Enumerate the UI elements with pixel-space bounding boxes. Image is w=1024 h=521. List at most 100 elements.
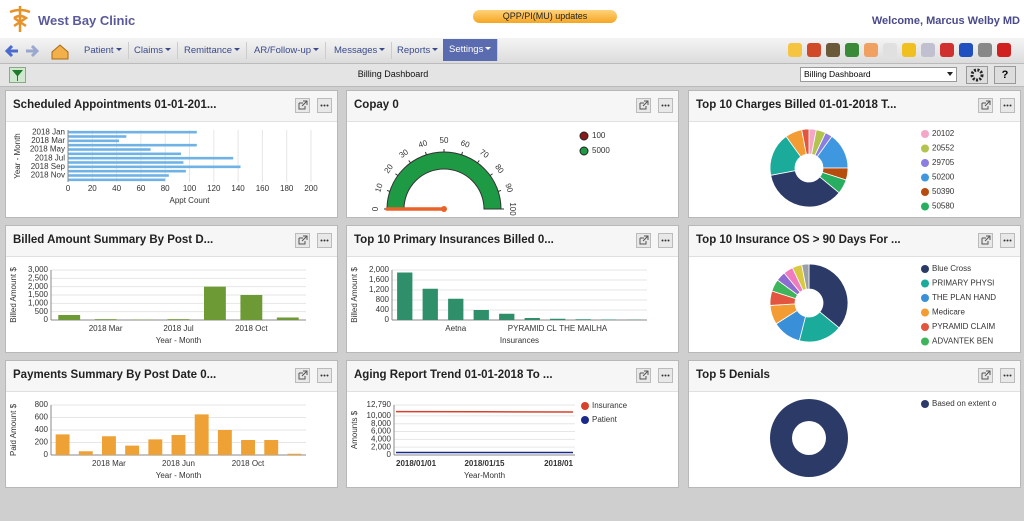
chart: Based on extent o [770,398,997,478]
bar [68,152,181,156]
dot [667,104,670,107]
menu-item[interactable]: Reports [391,42,446,59]
tool-icon[interactable] [978,43,992,57]
panel: Top 10 Charges Billed 01-01-2018 T... 201… [688,90,1021,218]
panel-title: Top 10 Insurance OS > 90 Days For ... [696,234,901,246]
tool-icon[interactable] [826,43,840,57]
y-tick-label: 2018 Sep [31,162,66,171]
menu-button[interactable] [317,233,332,248]
tool-icon[interactable] [883,43,897,57]
panel: Copay 0 0 10 20 30 40 50 60 70 80 90 100 100 5000 [346,90,679,218]
panel: Payments Summary By Post Date 0... 0 200 40… [5,360,338,488]
chart: 20102 20552 29705 50200 50390 50580 [769,128,955,211]
y-tick-label: 800 [376,295,390,304]
expand-button[interactable] [978,368,993,383]
menu-item[interactable]: Remittance [178,42,248,59]
legend-label: 5000 [592,146,610,155]
menu-button[interactable] [317,98,332,113]
menu-button[interactable] [658,98,673,113]
x-tick-label: 160 [256,184,270,193]
tool-icon[interactable] [921,43,935,57]
y-tick-label: 2018 Jan [32,127,65,136]
expand-button[interactable] [295,233,310,248]
tick-mark [489,173,493,176]
filter[interactable] [9,67,26,83]
bar [102,436,116,455]
x-tick-label: 2018/01/01 [396,459,437,468]
menu-button[interactable] [658,368,673,383]
expand-icon [981,235,991,245]
expand-icon [981,370,991,380]
gauge-label: 40 [417,138,429,149]
bar [167,319,190,320]
legend-label: 20102 [932,129,955,138]
expand-button[interactable] [636,368,651,383]
expand-button[interactable] [978,233,993,248]
menu-button[interactable] [1000,98,1015,113]
menu-item[interactable]: Claims [128,42,179,59]
legend-label: Blue Cross [932,264,971,273]
expand-shape [298,370,308,380]
expand-button[interactable] [295,368,310,383]
menu-item[interactable]: AR/Follow-up [248,42,327,59]
y-tick-label: 400 [35,425,49,434]
dot [1003,239,1006,242]
menu-button[interactable] [658,233,673,248]
x-tick-label: 100 [183,184,197,193]
expand-button[interactable] [636,233,651,248]
x-tick-label: 60 [136,184,145,193]
bar [68,130,197,134]
tool-icon[interactable] [940,43,954,57]
y-tick-label: 500 [35,307,49,316]
legend-label: PRIMARY PHYSI [932,279,994,288]
slice [801,128,810,155]
panel: Scheduled Appointments 01-01-201... 0 20 40… [5,90,338,218]
bar [204,286,226,320]
y-tick-label: 0 [44,450,49,459]
bar [499,313,515,320]
y-tick-label: 600 [35,413,49,422]
help-button[interactable]: ? [994,66,1016,84]
expand-shape [639,370,649,380]
tool-icon[interactable] [959,43,973,57]
dot [323,239,326,242]
gauge-label: 10 [373,182,384,194]
expand-button[interactable] [295,98,310,113]
back[interactable] [4,44,18,58]
y-tick-label: 4,000 [371,434,392,443]
home[interactable] [51,44,69,60]
updates-banner[interactable]: QPP/PI(MU) updates [473,10,617,23]
tool-icon[interactable] [902,43,916,57]
menu-item[interactable]: Settings [443,39,499,61]
forward[interactable] [26,44,40,58]
legend-marker [921,130,929,138]
y-tick-label: 1,600 [369,275,390,284]
expand-icon [639,235,649,245]
menu-item[interactable]: Patient [78,42,129,59]
gauge-label: 20 [382,162,395,175]
menu-item[interactable]: Messages [328,42,393,59]
menu-button[interactable] [1000,368,1015,383]
y-tick-label: 10,000 [367,411,392,420]
x-tick-label: 120 [207,184,221,193]
menu-icon [661,374,670,377]
tool-icon[interactable] [845,43,859,57]
tool-icon[interactable] [807,43,821,57]
tool-icon[interactable] [864,43,878,57]
panel: Top 5 Denials Based on extent o [688,360,1021,488]
y-tick-label: 2018 Nov [31,171,65,180]
expand-button[interactable] [978,98,993,113]
settings-button[interactable] [966,66,988,84]
x-axis-label: Year-Month [464,471,505,480]
menu-button[interactable] [317,368,332,383]
tool-icon[interactable] [788,43,802,57]
dashboard-select[interactable]: Billing Dashboard [800,67,957,82]
menu-button[interactable] [1000,233,1015,248]
gear-shape [970,68,984,82]
expand-button[interactable] [636,98,651,113]
tool-icon[interactable] [997,43,1011,57]
legend-marker [579,146,589,156]
